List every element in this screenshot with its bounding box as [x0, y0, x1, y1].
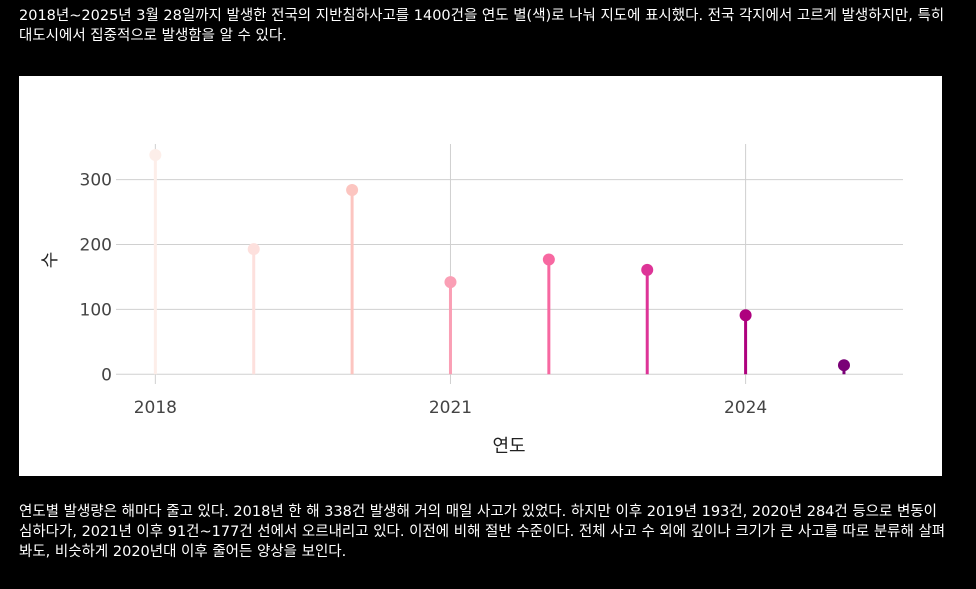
lollipop-dot-2019[interactable] [247, 243, 260, 256]
x-tick-label: 2024 [724, 398, 767, 418]
x-tick-labels: 2018 2021 2024 [134, 398, 768, 418]
lollipop-dot-2023[interactable] [641, 263, 654, 276]
lollipop-dot-2018[interactable] [149, 149, 162, 162]
y-tick-label: 300 [80, 171, 112, 191]
y-axis-title: 수 [40, 252, 61, 269]
y-gridlines [116, 179, 903, 375]
lollipop-dot-2021[interactable] [444, 276, 457, 289]
lollipop-dots [149, 149, 850, 372]
lollipop-dot-2024[interactable] [739, 309, 752, 322]
chart-panel: 0 100 200 300 2018 2021 2024 연도 수 [19, 76, 942, 476]
y-tick-label: 0 [101, 365, 112, 385]
x-tick-label: 2018 [134, 398, 177, 418]
y-tick-label: 100 [80, 300, 112, 320]
lollipop-dot-2025[interactable] [837, 359, 850, 372]
lollipop-dot-2020[interactable] [346, 184, 359, 197]
lollipop-dot-2022[interactable] [542, 253, 555, 266]
intro-paragraph: 2018년~2025년 3월 28일까지 발생한 전국의 지반침하사고를 140… [19, 8, 945, 44]
y-tick-labels: 0 100 200 300 [80, 171, 112, 386]
y-tick-label: 200 [80, 236, 112, 256]
x-tick-label: 2021 [429, 398, 472, 418]
lollipop-stems [153, 155, 846, 375]
x-axis-title: 연도 [492, 436, 525, 457]
outro-paragraph: 연도별 발생량은 해마다 줄고 있다. 2018년 한 해 338건 발생해 거… [19, 504, 946, 560]
year-lollipop-chart: 0 100 200 300 2018 2021 2024 연도 수 [40, 144, 903, 457]
